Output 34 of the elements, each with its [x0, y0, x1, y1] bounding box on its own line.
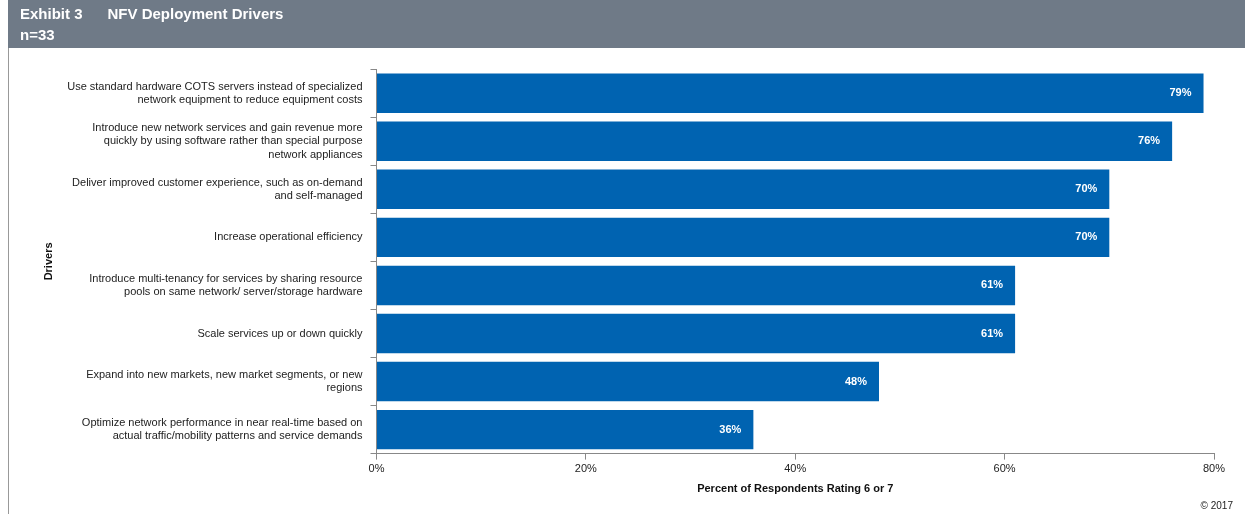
y-tick-label: Use standard hardware COTS servers instead of specialized network equipment to reduce equipment costs: [67, 79, 363, 105]
data-label: 76%: [1138, 134, 1161, 147]
data-label: 70%: [1075, 182, 1098, 195]
data-label: 70%: [1075, 230, 1098, 243]
x-tick-label: 0%: [368, 462, 385, 475]
data-label: 61%: [981, 278, 1004, 291]
x-tick-label: 20%: [574, 462, 598, 475]
x-tick-label: 60%: [993, 462, 1016, 475]
bar: [377, 169, 1110, 210]
bar: [377, 73, 1204, 113]
y-axis-title: Drivers: [41, 242, 54, 281]
bar: [377, 313, 1016, 354]
y-tick-label: Deliver improved customer experience, such as on-demand and self-managed: [72, 175, 363, 201]
y-tick-label: Optimize network performance in near real-time based on actual traffic/mobility patterns and service demands: [81, 416, 363, 442]
y-tick-label: Expand into new markets, new market segments, or new regions: [86, 367, 363, 394]
x-tick-label: 80%: [1202, 462, 1226, 475]
data-label: 48%: [844, 374, 868, 387]
text: n=33: [20, 26, 55, 43]
bar: [377, 265, 1016, 306]
text: Exhibit 3 NFV Deployment Drivers: [20, 5, 284, 22]
x-axis-title: Percent of Respondents Rating 6 or 7: [697, 482, 894, 495]
y-tick-label: Introduce multi-tenancy for services by sharing resource pools on same network/ server/storage hardware: [89, 271, 363, 298]
y-tick-label: Scale services up or down quickly: [197, 326, 363, 339]
data-label: 61%: [981, 326, 1004, 339]
text: © 2017: [1200, 500, 1233, 511]
data-label: 79%: [1169, 86, 1192, 99]
bar: [377, 217, 1110, 258]
y-tick-label: Introduce new network services and gain revenue more quickly by using software rather than special purpose network appliances: [92, 121, 363, 160]
y-tick-label: Increase operational efficiency: [214, 230, 363, 243]
bar: [377, 409, 754, 450]
data-label: 36%: [719, 422, 742, 435]
x-tick-label: 40%: [784, 462, 807, 475]
bar: [377, 361, 879, 402]
bar: [377, 121, 1173, 161]
